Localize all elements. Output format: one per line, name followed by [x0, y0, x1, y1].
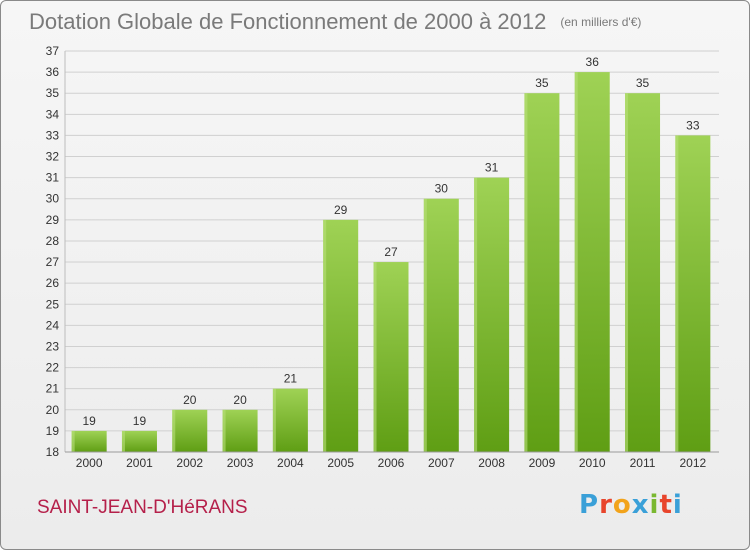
y-tick-label: 28 [46, 234, 60, 248]
y-tick-label: 37 [46, 44, 60, 58]
x-tick-label: 2005 [327, 456, 354, 470]
x-tick-label: 2011 [630, 456, 656, 470]
y-tick-label: 23 [46, 339, 60, 353]
data-label: 30 [435, 182, 449, 196]
x-tick-label: 2006 [378, 456, 405, 470]
y-tick-label: 25 [46, 297, 60, 311]
bar-highlight [121, 430, 125, 452]
x-tick-label: 2010 [579, 456, 606, 470]
bars: 19 19 20 20 21 29 27 30 31 35 36 35 33 [71, 55, 711, 453]
x-tick-label: 2008 [478, 456, 505, 470]
data-label: 35 [535, 76, 549, 90]
logo-letter: t [659, 490, 673, 520]
logo-letter: i [672, 490, 683, 520]
bar-highlight [272, 388, 276, 452]
x-tick-label: 2002 [176, 456, 203, 470]
x-tick-label: 2001 [126, 456, 153, 470]
y-tick-label: 22 [46, 361, 60, 375]
y-tick-label: 21 [46, 382, 60, 396]
bar-highlight [172, 409, 176, 452]
y-tick-label: 18 [46, 445, 60, 459]
x-tick-label: 2012 [679, 456, 706, 470]
logo-letter: P [579, 490, 600, 520]
bar-2009 [524, 93, 560, 453]
title-text: Dotation Globale de Fonctionnement de 20… [29, 9, 547, 34]
data-label: 21 [284, 372, 298, 386]
data-label: 19 [82, 414, 96, 428]
bar-highlight [323, 219, 327, 452]
logo-letter: r [599, 490, 613, 520]
x-tick-label: 2003 [227, 456, 254, 470]
y-tick-label: 27 [46, 255, 60, 269]
bar-highlight [625, 93, 629, 453]
y-tick-label: 31 [46, 171, 60, 185]
x-tick-label: 2000 [76, 456, 103, 470]
data-label: 19 [133, 414, 147, 428]
y-tick-label: 19 [46, 424, 60, 438]
x-tick-label: 2004 [277, 456, 304, 470]
logo-letter: i [649, 490, 660, 520]
proxiti-logo[interactable]: Proxiti [579, 490, 683, 520]
bar-2000 [71, 430, 107, 452]
data-label: 20 [233, 393, 247, 407]
bar-2006 [373, 262, 409, 452]
y-tick-label: 35 [46, 86, 60, 100]
bar-highlight [71, 430, 75, 452]
y-tick-label: 20 [46, 403, 60, 417]
data-label: 35 [636, 76, 650, 90]
y-tick-label: 24 [46, 318, 60, 332]
x-axis: 2000 2001 2002 2003 2004 2005 2006 2007 2008 2009… [65, 451, 719, 470]
bar-2007 [423, 198, 459, 452]
bar-highlight [423, 198, 427, 452]
unit-label: (en milliers d'€) [560, 15, 642, 29]
data-label: 20 [183, 393, 197, 407]
x-tick-label: 2007 [428, 456, 455, 470]
bar-2001 [121, 430, 157, 452]
y-tick-label: 26 [46, 276, 60, 290]
data-label: 31 [485, 161, 499, 175]
y-tick-label: 30 [46, 192, 60, 206]
data-label: 27 [384, 245, 398, 259]
bar-2004 [272, 388, 308, 452]
bar-2011 [625, 93, 661, 453]
data-label: 36 [586, 55, 600, 69]
y-tick-label: 29 [46, 213, 60, 227]
bar-2002 [172, 409, 208, 452]
bar-2003 [222, 409, 258, 452]
y-tick-label: 32 [46, 150, 60, 164]
x-tick-label: 2009 [529, 456, 556, 470]
city-name: SAINT-JEAN-D'HéRANS [37, 497, 248, 518]
bar-highlight [222, 409, 226, 452]
bar-highlight [574, 72, 578, 453]
logo-letter: x [631, 490, 650, 520]
data-label: 29 [334, 203, 348, 217]
bar-highlight [373, 262, 377, 452]
bar-2005 [323, 219, 359, 452]
bar-2010 [574, 72, 610, 453]
y-tick-label: 34 [46, 107, 60, 121]
y-tick-label: 33 [46, 128, 60, 142]
bar-2008 [474, 177, 510, 452]
bar-2012 [675, 135, 711, 452]
logo-letter: o [612, 490, 632, 520]
bar-highlight [675, 135, 679, 452]
chart-title: Dotation Globale de Fonctionnement de 20… [29, 9, 641, 35]
bar-highlight [524, 93, 528, 453]
data-label: 33 [686, 118, 700, 132]
y-axis: 18 19 20 21 22 23 24 25 26 27 28 29 30 31 32 33 34 35 36 37 [46, 44, 66, 459]
y-tick-label: 36 [46, 65, 60, 79]
bar-highlight [474, 177, 478, 452]
